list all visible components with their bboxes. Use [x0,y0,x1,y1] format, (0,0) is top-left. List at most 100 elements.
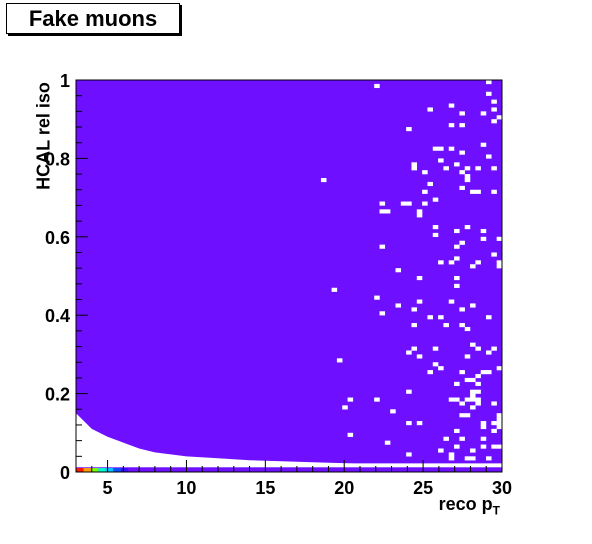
heatmap-empty-bin [379,209,386,214]
heatmap-low-bin [113,468,121,472]
heatmap-empty-bin [459,170,465,175]
heatmap-empty-bin [427,370,433,375]
heatmap-empty-bin [448,452,455,457]
heatmap-empty-bin [475,381,481,386]
heatmap-empty-bin [406,389,412,394]
heatmap-empty-bin [448,123,455,128]
heatmap-bottom-strip [76,467,502,472]
heatmap-empty-bin [486,370,492,375]
heatmap-empty-bin [379,201,386,206]
heatmap-empty-bin [432,225,439,230]
heatmap-empty-bin [448,103,455,108]
y-tick-label: 0.6 [45,228,70,248]
heatmap-empty-bin [470,189,476,194]
heatmap-empty-bin [464,456,471,461]
x-tick-label: 25 [413,478,433,498]
heatmap-empty-bin [448,397,455,402]
heatmap-empty-bin [406,350,412,355]
heatmap-empty-bin [491,444,497,449]
heatmap-empty-bin [496,424,503,430]
heatmap-empty-bin [443,436,449,441]
heatmap-empty-bin [464,397,471,402]
heatmap-empty-bin [459,111,465,116]
heatmap-empty-bin [438,448,444,453]
plot-frame [75,79,503,473]
heatmap-empty-bin [454,444,460,449]
heatmap-empty-bin [480,424,487,430]
heatmap-empty-bin [448,456,455,461]
heatmap-empty-bin [470,303,476,308]
heatmap-empty-bin [411,307,417,312]
heatmap-empty-bin [454,256,460,261]
heatmap-empty-bin [491,428,497,433]
heatmap-empty-bin [390,409,396,414]
heatmap-empty-bin [432,197,439,202]
heatmap-empty-bin [496,421,503,426]
heatmap-empty-bin [427,107,433,112]
heatmap-empty-bin [459,307,465,312]
heatmap-empty-bin [491,189,497,194]
heatmap-low-bin [90,468,99,472]
heatmap-empty-bin [459,123,465,128]
heatmap-empty-bin [459,436,465,441]
heatmap-empty-bin [411,166,417,171]
heatmap-empty-bin [443,166,449,171]
heatmap-empty-bin [475,401,481,406]
heatmap-empty-bin [347,432,354,437]
heatmap-empty-bin [496,413,503,418]
heatmap-empty-bin [432,232,439,237]
heatmap-empty-bin [491,99,497,104]
y-tick-label: 0.4 [45,306,70,326]
heatmap-empty-bin [480,436,487,441]
heatmap-empty-bin [491,119,497,124]
heatmap-empty-bin [491,166,497,171]
heatmap-empty-bin [454,428,460,433]
heatmap-empty-bin [459,323,465,328]
heatmap-empty-bin [416,209,423,214]
heatmap-empty-bin [486,80,492,85]
heatmap-low-bin [98,468,106,472]
heatmap-empty-bin [491,401,497,406]
heatmap-empty-bin [432,146,439,151]
heatmap-empty-bin [480,421,487,426]
heatmap-empty-bin [411,323,417,328]
heatmap-low-bin [83,468,91,472]
heatmap-empty-bin [491,421,497,426]
heatmap-low-bin [76,468,84,472]
heatmap-fill [76,80,502,465]
heatmap-empty-bin [480,236,487,241]
heatmap-empty-bin [470,456,476,461]
heatmap-empty-bin [486,91,492,96]
heatmap-empty-bin [454,397,460,402]
heatmap-gap-line [154,463,502,467]
heatmap-empty-bin [464,225,471,230]
heatmap-empty-bin [470,342,476,347]
heatmap-empty-bin [422,189,428,194]
heatmap-empty-bin [395,303,402,308]
heatmap-empty-bin [448,146,455,151]
heatmap-empty-bin [475,166,481,171]
heatmap-empty-bin [448,260,455,265]
heatmap-empty-bin [438,366,444,371]
heatmap-low-bin [120,468,129,472]
y-tick-label: 0.2 [45,385,70,405]
heatmap-empty-bin [331,287,338,292]
heatmap-empty-bin [454,244,460,249]
heatmap-empty-bin [416,421,423,426]
heatmap-empty-bin [432,346,439,351]
heatmap-empty-bin [374,83,380,89]
heatmap-empty-bin [459,240,465,245]
heatmap-empty-bin [470,397,476,402]
heatmap-low-bin [105,468,114,472]
heatmap-empty-bin [459,370,465,375]
heatmap-empty-bin [475,389,481,394]
heatmap-empty-bin [496,444,503,449]
heatmap-empty-bin [491,107,497,112]
heatmap-empty-bin [374,397,380,402]
heatmap-empty-bin [475,397,481,402]
heatmap-empty-bin [432,362,439,367]
heatmap-empty-bin [416,213,423,218]
heatmap-empty-bin [320,178,327,183]
y-tick-label: 0.8 [45,149,70,169]
